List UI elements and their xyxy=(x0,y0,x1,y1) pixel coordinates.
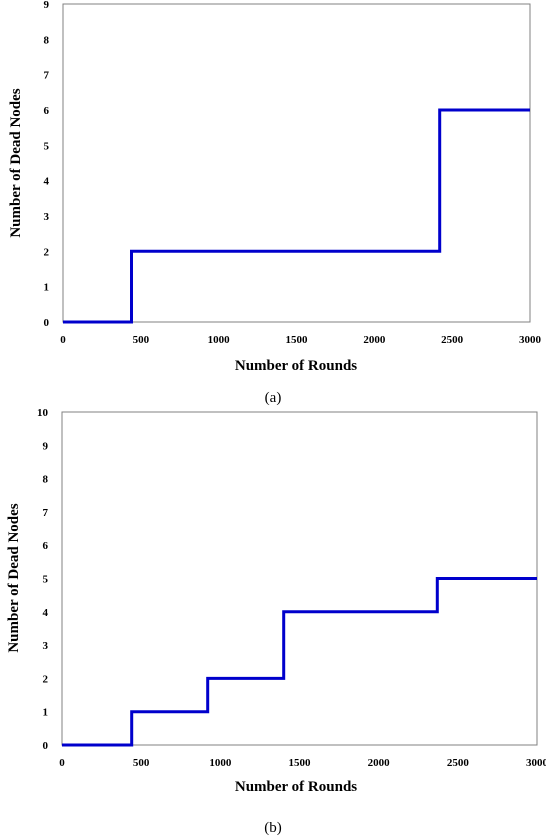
x-tick-label: 2000 xyxy=(363,334,386,346)
y-tick-label: 5 xyxy=(44,140,50,152)
x-tick-label: 3000 xyxy=(519,334,542,346)
chart-a: 0 1 2 3 4 5 6 7 8 9 0 500 1000 1500 2000 2500 3000 Numb… xyxy=(8,0,542,406)
x-tick-label: 0 xyxy=(60,334,66,346)
y-tick-label: 5 xyxy=(43,574,49,586)
y-tick-label: 8 xyxy=(44,34,50,46)
y-tick-labels-b: 0 1 2 3 4 5 6 7 8 9 10 xyxy=(37,407,49,752)
y-tick-label: 3 xyxy=(44,211,50,223)
x-tick-label: 1500 xyxy=(286,334,309,346)
y-tick-label: 6 xyxy=(43,540,49,552)
y-tick-label: 2 xyxy=(43,673,49,685)
y-tick-label: 0 xyxy=(44,317,50,329)
y-tick-labels-a: 0 1 2 3 4 5 6 7 8 9 xyxy=(44,0,50,329)
y-tick-label: 10 xyxy=(37,407,49,419)
y-tick-label: 1 xyxy=(44,282,50,294)
y-tick-label: 8 xyxy=(43,474,49,486)
x-tick-labels-b: 0 500 1000 1500 2000 2500 3000 xyxy=(59,757,546,769)
x-tick-label: 2500 xyxy=(447,757,470,769)
x-tick-label: 1500 xyxy=(289,757,312,769)
y-tick-label: 9 xyxy=(44,0,50,11)
y-tick-label: 3 xyxy=(43,640,49,652)
y-tick-label: 9 xyxy=(43,440,49,452)
chart-b: 0 1 2 3 4 5 6 7 8 9 10 0 500 1000 1500 2000 2500 3000 Nu… xyxy=(6,407,546,836)
x-axis-title-b: Number of Rounds xyxy=(235,779,357,795)
x-tick-label: 500 xyxy=(133,757,150,769)
y-tick-label: 7 xyxy=(44,70,50,82)
caption-a: (a) xyxy=(265,390,282,406)
x-tick-label: 500 xyxy=(133,334,150,346)
plot-area-a xyxy=(62,3,531,323)
x-tick-label: 0 xyxy=(59,757,65,769)
y-axis-title-b: Number of Dead Nodes xyxy=(6,503,22,652)
x-tick-label: 3000 xyxy=(526,757,546,769)
x-tick-label: 2500 xyxy=(441,334,464,346)
series-line-b xyxy=(62,577,537,747)
y-axis-title-a: Number of Dead Nodes xyxy=(8,88,24,237)
y-tick-label: 0 xyxy=(43,740,49,752)
y-tick-label: 6 xyxy=(44,105,50,117)
x-axis-title-a: Number of Rounds xyxy=(235,358,357,374)
x-tick-label: 1000 xyxy=(209,757,232,769)
x-tick-label: 1000 xyxy=(208,334,231,346)
caption-b: (b) xyxy=(264,820,282,836)
series-line-a xyxy=(63,108,530,324)
y-tick-label: 4 xyxy=(44,176,50,188)
x-tick-label: 2000 xyxy=(368,757,391,769)
y-tick-label: 2 xyxy=(44,246,50,258)
y-tick-label: 4 xyxy=(43,607,49,619)
y-tick-label: 7 xyxy=(43,507,49,519)
x-tick-labels-a: 0 500 1000 1500 2000 2500 3000 xyxy=(60,334,541,346)
y-tick-label: 1 xyxy=(43,707,49,719)
